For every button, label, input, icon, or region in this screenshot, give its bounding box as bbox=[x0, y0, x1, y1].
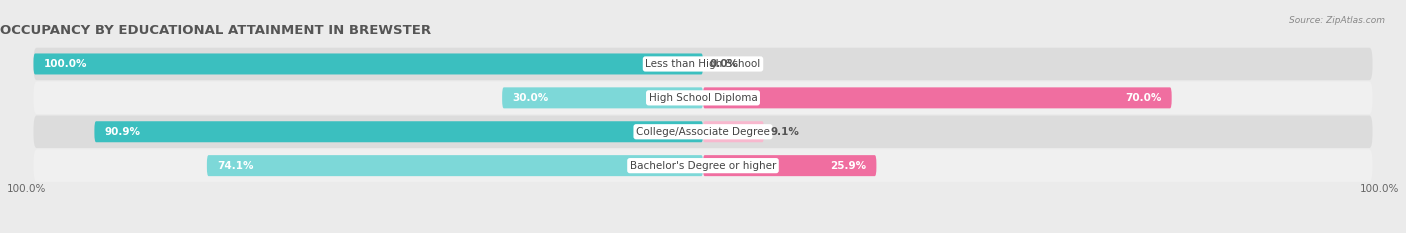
Text: 74.1%: 74.1% bbox=[217, 161, 253, 171]
Text: 100.0%: 100.0% bbox=[7, 184, 46, 194]
FancyBboxPatch shape bbox=[703, 87, 1171, 108]
FancyBboxPatch shape bbox=[207, 155, 703, 176]
Text: High School Diploma: High School Diploma bbox=[648, 93, 758, 103]
FancyBboxPatch shape bbox=[34, 82, 1372, 114]
FancyBboxPatch shape bbox=[703, 121, 763, 142]
FancyBboxPatch shape bbox=[94, 121, 703, 142]
Text: 9.1%: 9.1% bbox=[770, 127, 800, 137]
Text: 100.0%: 100.0% bbox=[44, 59, 87, 69]
Text: College/Associate Degree: College/Associate Degree bbox=[636, 127, 770, 137]
FancyBboxPatch shape bbox=[34, 149, 1372, 182]
FancyBboxPatch shape bbox=[703, 155, 876, 176]
Text: 100.0%: 100.0% bbox=[1360, 184, 1399, 194]
Text: Bachelor's Degree or higher: Bachelor's Degree or higher bbox=[630, 161, 776, 171]
Text: Source: ZipAtlas.com: Source: ZipAtlas.com bbox=[1289, 16, 1385, 25]
Text: 25.9%: 25.9% bbox=[830, 161, 866, 171]
Text: 0.0%: 0.0% bbox=[710, 59, 738, 69]
Text: 30.0%: 30.0% bbox=[512, 93, 548, 103]
FancyBboxPatch shape bbox=[34, 116, 1372, 148]
FancyBboxPatch shape bbox=[34, 48, 1372, 80]
Text: Less than High School: Less than High School bbox=[645, 59, 761, 69]
Text: OCCUPANCY BY EDUCATIONAL ATTAINMENT IN BREWSTER: OCCUPANCY BY EDUCATIONAL ATTAINMENT IN B… bbox=[0, 24, 432, 37]
FancyBboxPatch shape bbox=[34, 53, 703, 75]
FancyBboxPatch shape bbox=[502, 87, 703, 108]
Text: 70.0%: 70.0% bbox=[1125, 93, 1161, 103]
Text: 90.9%: 90.9% bbox=[104, 127, 141, 137]
